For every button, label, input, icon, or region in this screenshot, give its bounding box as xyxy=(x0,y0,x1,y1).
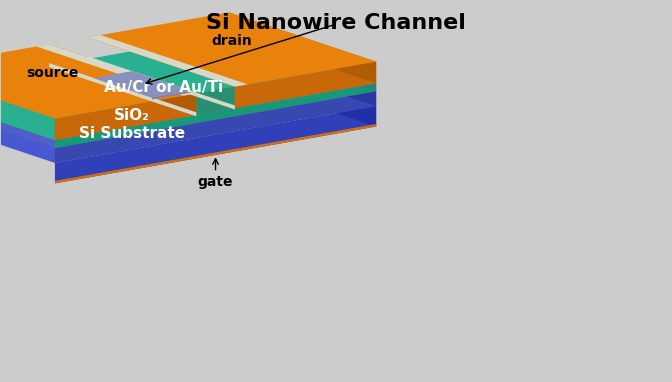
Polygon shape xyxy=(55,83,376,148)
Text: gate: gate xyxy=(198,175,233,189)
Polygon shape xyxy=(0,57,376,163)
Polygon shape xyxy=(55,106,376,183)
Polygon shape xyxy=(87,12,376,87)
Text: drain: drain xyxy=(212,34,252,49)
Polygon shape xyxy=(152,91,191,99)
Polygon shape xyxy=(229,42,376,106)
Polygon shape xyxy=(196,87,235,115)
Polygon shape xyxy=(49,59,235,115)
Polygon shape xyxy=(55,124,376,183)
Text: Au/Cr or Au/Ti: Au/Cr or Au/Ti xyxy=(104,80,224,95)
Polygon shape xyxy=(229,34,376,91)
Polygon shape xyxy=(87,35,248,87)
Polygon shape xyxy=(55,94,196,140)
Polygon shape xyxy=(87,56,235,110)
Polygon shape xyxy=(49,63,196,116)
Polygon shape xyxy=(229,12,376,83)
Text: source: source xyxy=(26,66,78,80)
Text: Si Nanowire Channel: Si Nanowire Channel xyxy=(206,13,466,33)
Polygon shape xyxy=(229,57,376,126)
Polygon shape xyxy=(0,42,376,148)
Polygon shape xyxy=(93,71,191,98)
Polygon shape xyxy=(49,44,196,115)
Polygon shape xyxy=(0,44,196,118)
Polygon shape xyxy=(235,62,376,108)
Text: SiO₂: SiO₂ xyxy=(114,108,150,123)
Polygon shape xyxy=(55,91,376,163)
Text: Si Substrate: Si Substrate xyxy=(79,126,185,141)
Polygon shape xyxy=(36,44,196,96)
Polygon shape xyxy=(0,34,376,140)
